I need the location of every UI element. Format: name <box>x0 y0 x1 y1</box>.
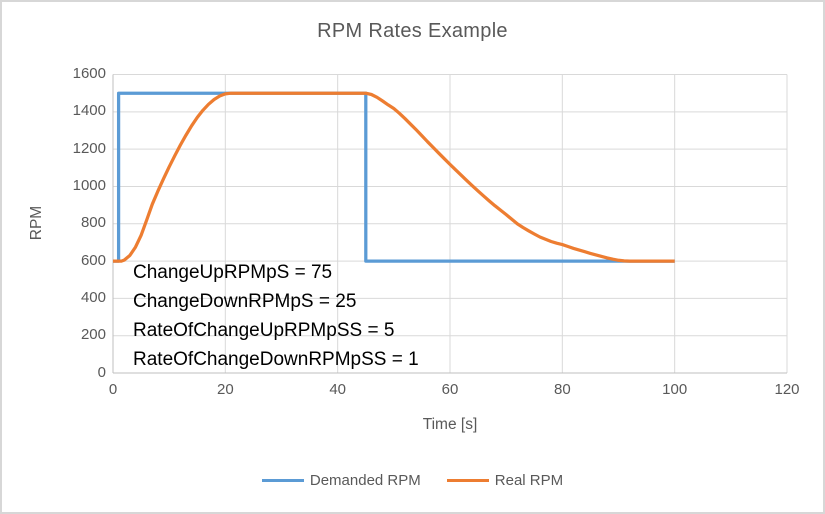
legend: Demanded RPM Real RPM <box>0 472 825 489</box>
x-tick-label: 20 <box>216 381 234 398</box>
legend-item-demanded-rpm: Demanded RPM <box>261 472 421 489</box>
legend-item-real-rpm: Real RPM <box>446 472 564 489</box>
annotation-line: RateOfChangeUpRPMpSS = 5 <box>133 320 395 341</box>
y-tick-label: 800 <box>80 214 106 232</box>
x-tick-label: 100 <box>662 381 688 398</box>
legend-label: Demanded RPM <box>309 472 421 489</box>
y-tick-label: 0 <box>97 363 106 381</box>
y-tick-label: 1200 <box>72 139 106 157</box>
annotation-line: RateOfChangeDownRPMpSS = 1 <box>133 349 419 370</box>
series-line-real-rpm <box>113 91 675 263</box>
x-tick-label: 60 <box>441 381 459 398</box>
y-tick-label: 1600 <box>72 65 106 82</box>
x-tick-label: 40 <box>329 381 346 398</box>
legend-line-sample <box>261 478 304 483</box>
x-tick-label: 0 <box>108 381 118 398</box>
x-tick-label: 120 <box>774 381 800 398</box>
parameter-annotation: ChangeUpRPMpS = 75 ChangeDownRPMpS = 25 Ra… <box>133 258 419 374</box>
annotation-line: ChangeDownRPMpS = 25 <box>133 291 357 312</box>
y-tick-label: 1000 <box>72 176 106 194</box>
y-axis-title: RPM <box>28 205 45 241</box>
x-axis-title: Time [s] <box>422 416 478 433</box>
y-tick-label: 200 <box>80 326 106 344</box>
y-tick-label: 1400 <box>72 102 106 120</box>
chart-title: RPM Rates Example <box>317 20 508 42</box>
x-tick-label: 80 <box>553 381 571 398</box>
annotation-line: ChangeUpRPMpS = 75 <box>133 262 333 283</box>
y-tick-label: 400 <box>80 288 106 306</box>
legend-label: Real RPM <box>494 472 564 489</box>
legend-line-sample <box>446 478 489 483</box>
y-tick-label: 600 <box>80 251 106 269</box>
